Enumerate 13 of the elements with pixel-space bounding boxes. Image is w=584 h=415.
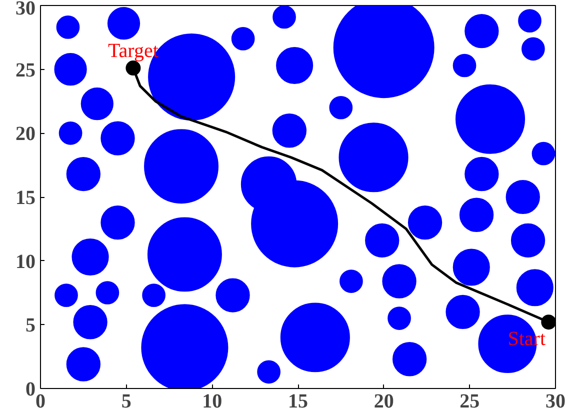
x-tick-label: 25: [460, 390, 480, 412]
y-tick-label: 30: [16, 0, 36, 20]
x-tick-label: 20: [374, 390, 394, 412]
y-tick-label: 25: [16, 59, 36, 82]
x-tick-label: 5: [121, 390, 132, 412]
x-tick-label: 30: [546, 390, 566, 412]
y-tick-label: 15: [16, 187, 36, 209]
y-tick-label: 10: [16, 250, 36, 273]
y-tick-label: 20: [16, 123, 36, 146]
y-tick-label: 5: [26, 314, 36, 337]
x-tick-label: 10: [202, 390, 222, 412]
annotation: Target: [108, 40, 159, 62]
x-tick-label: 15: [288, 390, 308, 412]
